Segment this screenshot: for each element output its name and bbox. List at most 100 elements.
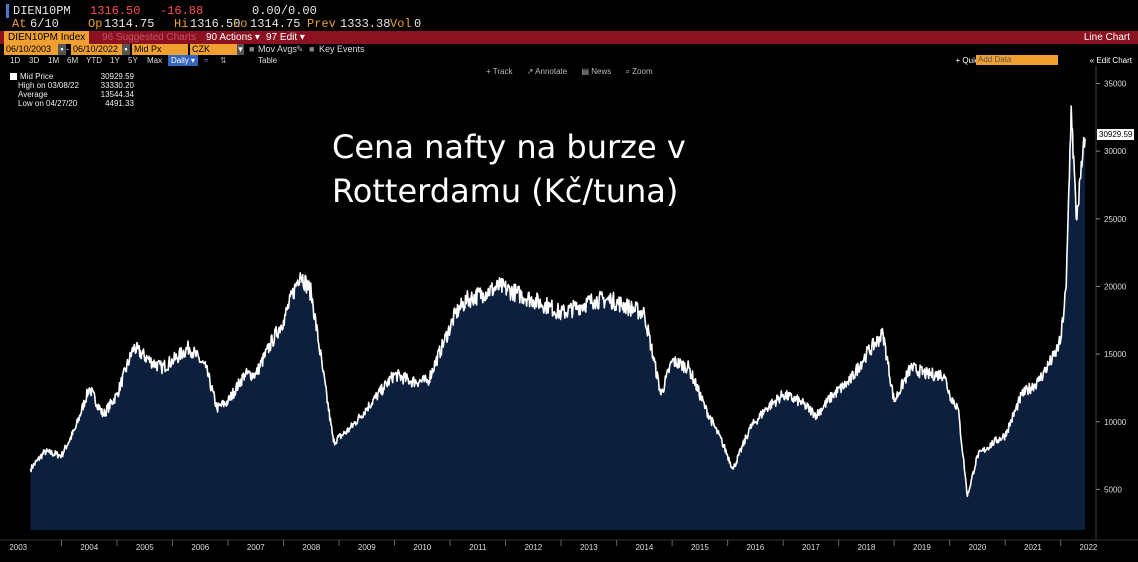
y-tick-label: 15000 [1104,350,1127,359]
x-tick-label: 2021 [1024,543,1042,552]
chart-tools: + Track ↗ Annotate ▤ News ⌕ Zoom [486,67,665,77]
prev-value: 1333.38 [340,17,391,31]
currency-select[interactable]: CZK [190,44,240,55]
end-date-picker-icon[interactable]: ▪ [122,44,130,55]
pencil-icon[interactable]: ✎ [296,44,304,54]
legend-label: Mid Price [20,72,54,81]
x-tick-label: 2011 [469,543,487,552]
range-1y-button[interactable]: 1Y [110,56,120,65]
x-tick-label: 2018 [858,543,876,552]
x-tick-label: 2013 [580,543,598,552]
suggested-charts-button[interactable]: 96 Suggested Charts [102,32,196,43]
high-label: Hi [174,17,189,31]
line-style-icon[interactable]: ≈ [204,56,209,65]
track-tool[interactable]: + Track [486,67,513,76]
price-area-fill [30,106,1086,530]
legend-value: 4491.33 [105,99,134,108]
chart-legend: Mid Price 30929.59 High on 03/08/22 33330.… [10,72,134,108]
table-button[interactable]: Table [258,56,278,65]
price-change: -16.88 [160,4,204,18]
zoom-tool[interactable]: ⌕ Zoom [625,67,653,76]
last-value-tag: 30929.59 [1097,129,1135,140]
open-value: 1314.75 [104,17,155,31]
legend-label: High on 03/08/22 [18,81,79,90]
legend-value: 33330.20 [100,81,134,90]
low-label: Lo [233,17,248,31]
legend-value: 30929.59 [100,72,134,81]
overlay-title: Cena nafty na burze v Rotterdamu (Kč/tun… [332,128,686,210]
range-1d-button[interactable]: 1D [10,56,21,65]
legend-swatch [10,73,17,80]
ticker-label[interactable]: DIEN10PM [6,4,71,18]
prev-label: Prev [307,17,336,31]
range-max-button[interactable]: Max [147,56,163,65]
legend-average: Average 13544.34 [10,90,134,99]
parameter-bar: 06/10/2003 ▪ - 06/10/2022 ▪ Mid Px CZK ▾… [0,44,1138,55]
quote-header: DIEN10PM 1316.50 -16.88 0.00/0.00 [0,4,1138,18]
x-tick-label: 2016 [746,543,764,552]
legend-mid-price[interactable]: Mid Price 30929.59 [10,72,134,81]
range-5y-button[interactable]: 5Y [128,56,138,65]
range-6m-button[interactable]: 6M [67,56,79,65]
high-value: 1316.50 [190,17,241,31]
volume-value: 0 [414,17,422,31]
add-data-input[interactable]: Add Data [976,55,1058,65]
field-select[interactable]: Mid Px [132,44,188,55]
range-1m-button[interactable]: 1M [48,56,60,65]
x-tick-label: 2015 [691,543,709,552]
x-tick-label: 2022 [1080,543,1098,552]
y-tick-label: 30000 [1104,147,1127,156]
mov-avgs-label[interactable]: Mov Avgs [258,44,297,54]
range-ytd-button[interactable]: YTD [86,56,102,65]
y-tick-label: 10000 [1104,418,1127,427]
x-tick-label: 2006 [191,543,209,552]
last-price: 1316.50 [90,4,141,18]
legend-label: Average [18,90,48,99]
legend-value: 13544.34 [100,90,134,99]
x-tick-label: 2005 [136,543,154,552]
price-chart[interactable]: 5000 10000 15000 20000 25000 30000 35000 2003 20… [0,66,1138,562]
key-events-label[interactable]: Key Events [319,44,365,54]
quote-details: At 6/10 Op 1314.75 Hi 1316.50 Lo 1314.75… [0,17,1138,31]
actions-menu[interactable]: 90 Actions ▾ [206,32,260,43]
legend-high: High on 03/08/22 33330.20 [10,81,134,90]
at-label: At [12,17,27,31]
end-date-field[interactable]: 06/10/2022 [71,44,123,55]
chart-mode-label: Line Chart [1083,32,1130,43]
edit-chart-button[interactable]: « Edit Chart [1089,56,1132,65]
edit-menu[interactable]: 97 Edit ▾ [266,32,305,43]
x-tick-label: 2008 [302,543,320,552]
x-tick-label: 2010 [413,543,431,552]
security-field[interactable]: DIEN10PM Index [4,31,90,44]
x-tick-label: 2009 [358,543,376,552]
x-tick-label: 2004 [80,543,98,552]
currency-dropdown-icon[interactable]: ▾ [237,44,244,55]
x-tick-label: 2003 [9,543,27,552]
range-3d-button[interactable]: 3D [29,56,40,65]
x-tick-label: 2007 [247,543,265,552]
open-label: Op [88,17,103,31]
key-events-checkbox-icon[interactable]: ■ [309,44,315,54]
price-line [29,105,1086,498]
y-tick-label: 25000 [1104,215,1127,224]
news-tool[interactable]: ▤ News [581,67,612,76]
start-date-picker-icon[interactable]: ▪ [58,44,66,55]
function-toolbar: DIEN10PM Index 96 Suggested Charts 90 Ac… [0,31,1138,44]
x-tick-label: 2017 [802,543,820,552]
y-tick-label: 20000 [1104,282,1127,291]
low-value: 1314.75 [250,17,301,31]
date-separator: - [66,44,69,54]
period-select[interactable]: Daily ▾ [168,55,199,66]
x-tick-label: 2014 [635,543,653,552]
bar-style-icon[interactable]: ⇅ [220,56,227,65]
volume-label: Vol [390,17,412,31]
y-tick-label: 35000 [1104,80,1127,89]
x-tick-label: 2019 [913,543,931,552]
start-date-field[interactable]: 06/10/2003 [4,44,58,55]
legend-label: Low on 04/27/20 [18,99,78,108]
at-value: 6/10 [30,17,59,31]
legend-low: Low on 04/27/20 4491.33 [10,99,134,108]
annotate-tool[interactable]: ↗ Annotate [526,67,568,76]
range-bar: 1D 3D 1M 6M YTD 1Y 5Y Max Daily ▾ ≈ ⇅ Ta… [0,55,1138,66]
mov-avgs-checkbox-icon[interactable]: ■ [249,44,255,54]
